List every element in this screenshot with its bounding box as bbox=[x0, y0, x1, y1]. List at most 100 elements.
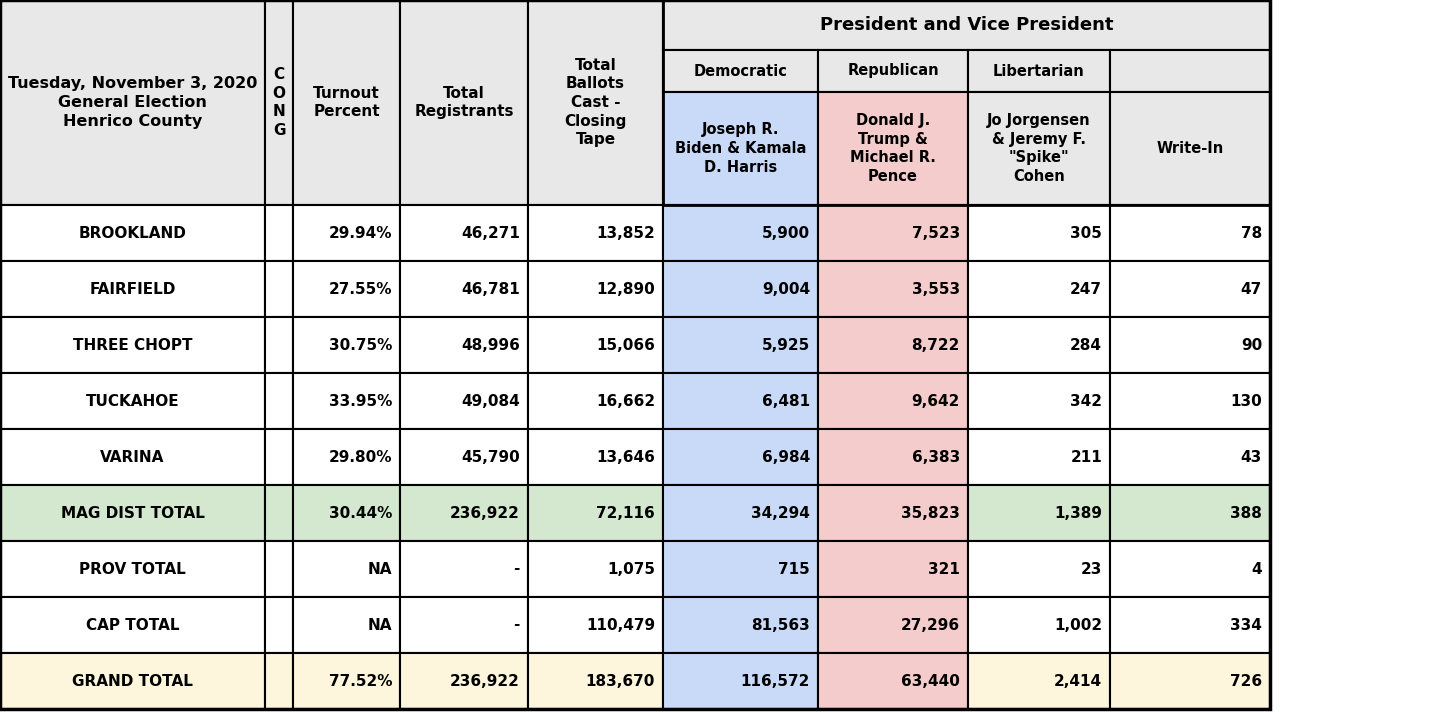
Bar bbox=[294, 485, 400, 541]
Bar bbox=[663, 485, 818, 541]
Bar bbox=[400, 373, 528, 429]
Text: THREE CHOPT: THREE CHOPT bbox=[73, 337, 192, 352]
Text: 29.94%: 29.94% bbox=[328, 226, 392, 241]
Text: 47: 47 bbox=[1240, 281, 1262, 296]
Text: 2,414: 2,414 bbox=[1054, 674, 1103, 689]
Bar bbox=[265, 485, 294, 541]
Bar bbox=[818, 653, 968, 709]
Text: 78: 78 bbox=[1240, 226, 1262, 241]
Text: 46,781: 46,781 bbox=[461, 281, 520, 296]
Text: 13,852: 13,852 bbox=[596, 226, 654, 241]
Bar bbox=[265, 653, 294, 709]
Bar bbox=[265, 373, 294, 429]
Text: 284: 284 bbox=[1070, 337, 1103, 352]
Text: Tuesday, November 3, 2020
General Election
Henrico County: Tuesday, November 3, 2020 General Electi… bbox=[7, 76, 258, 129]
Text: 16,662: 16,662 bbox=[596, 394, 654, 409]
Bar bbox=[0, 373, 265, 429]
Text: 236,922: 236,922 bbox=[450, 506, 520, 520]
Text: 45,790: 45,790 bbox=[461, 449, 520, 464]
Bar bbox=[968, 597, 1110, 653]
Bar bbox=[818, 597, 968, 653]
Text: 12,890: 12,890 bbox=[596, 281, 654, 296]
Text: 34,294: 34,294 bbox=[752, 506, 811, 520]
Bar bbox=[818, 50, 968, 92]
Text: 1,002: 1,002 bbox=[1054, 617, 1103, 632]
Bar bbox=[968, 541, 1110, 597]
Text: 247: 247 bbox=[1070, 281, 1103, 296]
Text: 334: 334 bbox=[1230, 617, 1262, 632]
Bar bbox=[663, 373, 818, 429]
Text: Libertarian: Libertarian bbox=[994, 63, 1085, 78]
Bar bbox=[265, 597, 294, 653]
Text: 13,646: 13,646 bbox=[596, 449, 654, 464]
Text: 1,075: 1,075 bbox=[607, 562, 654, 577]
Bar bbox=[968, 429, 1110, 485]
Text: 72,116: 72,116 bbox=[596, 506, 654, 520]
Text: 30.75%: 30.75% bbox=[328, 337, 392, 352]
Text: CAP TOTAL: CAP TOTAL bbox=[86, 617, 179, 632]
Bar bbox=[818, 485, 968, 541]
Text: 726: 726 bbox=[1230, 674, 1262, 689]
Text: 46,271: 46,271 bbox=[461, 226, 520, 241]
Bar bbox=[968, 50, 1110, 92]
Bar bbox=[663, 92, 818, 205]
Text: 342: 342 bbox=[1070, 394, 1103, 409]
Text: Donald J.
Trump &
Michael R.
Pence: Donald J. Trump & Michael R. Pence bbox=[851, 113, 937, 184]
Bar bbox=[968, 653, 1110, 709]
Bar bbox=[265, 0, 294, 205]
Text: 15,066: 15,066 bbox=[596, 337, 654, 352]
Bar bbox=[528, 373, 663, 429]
Bar bbox=[663, 0, 1270, 50]
Bar bbox=[265, 261, 294, 317]
Text: 23: 23 bbox=[1081, 562, 1103, 577]
Text: 30.44%: 30.44% bbox=[328, 506, 392, 520]
Bar bbox=[265, 541, 294, 597]
Bar bbox=[0, 541, 265, 597]
Text: 33.95%: 33.95% bbox=[328, 394, 392, 409]
Text: 7,523: 7,523 bbox=[912, 226, 959, 241]
Text: -: - bbox=[514, 562, 520, 577]
Text: Democratic: Democratic bbox=[693, 63, 788, 78]
Text: NA: NA bbox=[368, 562, 392, 577]
Text: 90: 90 bbox=[1240, 337, 1262, 352]
Bar bbox=[1110, 429, 1270, 485]
Bar bbox=[294, 653, 400, 709]
Bar bbox=[294, 317, 400, 373]
Bar bbox=[818, 429, 968, 485]
Text: President and Vice President: President and Vice President bbox=[819, 16, 1113, 34]
Bar bbox=[294, 373, 400, 429]
Text: 9,004: 9,004 bbox=[762, 281, 811, 296]
Bar bbox=[400, 485, 528, 541]
Text: 9,642: 9,642 bbox=[912, 394, 959, 409]
Bar bbox=[0, 205, 265, 261]
Text: 43: 43 bbox=[1240, 449, 1262, 464]
Text: 4: 4 bbox=[1252, 562, 1262, 577]
Text: 27,296: 27,296 bbox=[901, 617, 959, 632]
Bar bbox=[0, 597, 265, 653]
Bar bbox=[0, 0, 1270, 709]
Bar bbox=[818, 317, 968, 373]
Bar bbox=[265, 317, 294, 373]
Text: 5,900: 5,900 bbox=[762, 226, 811, 241]
Text: FAIRFIELD: FAIRFIELD bbox=[89, 281, 176, 296]
Bar bbox=[1110, 541, 1270, 597]
Text: Write-In: Write-In bbox=[1157, 141, 1223, 156]
Bar bbox=[0, 429, 265, 485]
Text: 183,670: 183,670 bbox=[586, 674, 654, 689]
Bar bbox=[528, 597, 663, 653]
Text: MAG DIST TOTAL: MAG DIST TOTAL bbox=[60, 506, 205, 520]
Text: 27.55%: 27.55% bbox=[328, 281, 392, 296]
Text: 63,440: 63,440 bbox=[901, 674, 959, 689]
Bar bbox=[528, 205, 663, 261]
Bar bbox=[968, 485, 1110, 541]
Text: 6,984: 6,984 bbox=[762, 449, 811, 464]
Bar bbox=[265, 205, 294, 261]
Text: 1,389: 1,389 bbox=[1054, 506, 1103, 520]
Bar bbox=[818, 261, 968, 317]
Text: 8,722: 8,722 bbox=[912, 337, 959, 352]
Bar bbox=[1110, 205, 1270, 261]
Bar bbox=[0, 261, 265, 317]
Bar bbox=[663, 50, 818, 92]
Bar bbox=[528, 317, 663, 373]
Bar bbox=[400, 0, 528, 205]
